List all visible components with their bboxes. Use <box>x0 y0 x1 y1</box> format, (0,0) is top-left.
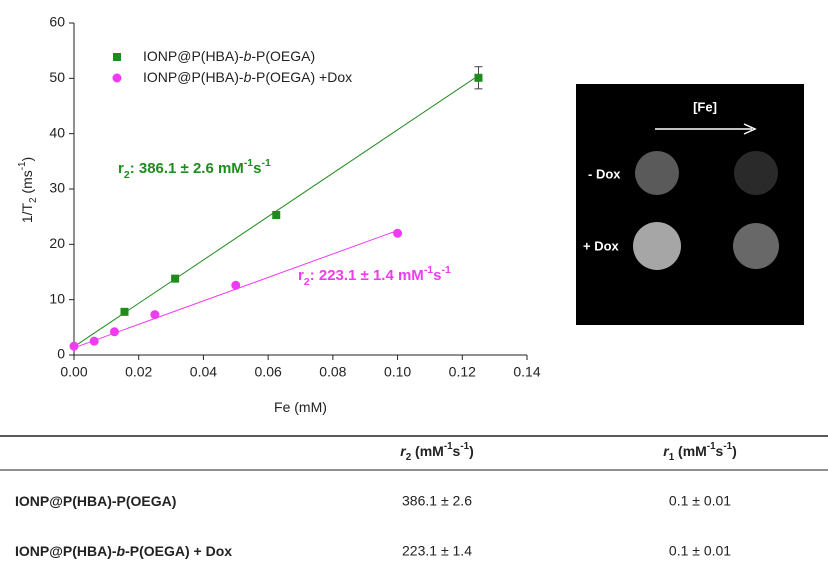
mri-image <box>576 84 804 325</box>
x-tick-label: 0.08 <box>319 364 346 380</box>
row-label: - Dox <box>588 166 621 181</box>
text-part: s <box>253 160 261 177</box>
text-part: ) <box>19 157 35 162</box>
point <box>120 308 128 316</box>
table-cell: 0.1 ± 0.01 <box>669 493 731 509</box>
text-part: : 223.1 ± 1.4 mM <box>310 267 424 284</box>
legend-marker <box>113 53 121 61</box>
y-tick-label: 10 <box>49 290 65 306</box>
text-part: s <box>453 443 461 459</box>
point <box>70 342 79 351</box>
text-part: (mM <box>674 443 707 459</box>
text-part: (mM <box>411 443 444 459</box>
text-part: s <box>433 267 441 284</box>
text-part: -1 <box>442 264 451 276</box>
rich-text: Fe (mM) <box>274 399 327 415</box>
text-part: (ms <box>19 170 35 197</box>
x-tick-label: 0.14 <box>513 364 540 380</box>
rich-text: IONP@P(HBA)-b-P(OEGA) <box>143 48 315 64</box>
text-part: -P(OEGA) + Dox <box>125 543 232 559</box>
point <box>474 74 482 82</box>
legend-marker <box>113 74 122 83</box>
arrow-label: [Fe] <box>693 99 717 114</box>
table-cell: 386.1 ± 2.6 <box>402 493 472 509</box>
rich-text: IONP@P(HBA)-b-P(OEGA) + Dox <box>15 543 232 559</box>
page: [Fe] - Dox + Dox 0.00 0.02 0.04 0.06 0.08 0.1… <box>0 0 828 582</box>
phantom <box>733 223 779 269</box>
text-part: : 386.1 ± 2.6 mM <box>130 160 244 177</box>
text-part: Fe (mM) <box>274 399 327 415</box>
point <box>90 337 99 346</box>
point <box>110 327 119 336</box>
text-part: -P(OEGA) +Dox <box>251 69 352 85</box>
table-cell: 223.1 ± 1.4 <box>402 543 472 559</box>
text-part: IONP@P(HBA)- <box>143 48 244 64</box>
text-part: b <box>244 48 252 64</box>
point <box>171 275 179 283</box>
x-tick-label: 0.12 <box>449 364 476 380</box>
text-part: ) <box>732 443 737 459</box>
y-tick-label: 30 <box>49 180 65 196</box>
point <box>393 229 402 238</box>
y-tick-label: 20 <box>49 235 65 251</box>
x-tick-label: 0.00 <box>60 364 87 380</box>
x-tick-label: 0.06 <box>255 364 282 380</box>
phantom <box>633 222 681 270</box>
text-part: -1 <box>244 157 253 169</box>
point <box>231 281 240 290</box>
text-part: ) <box>469 443 474 459</box>
phantom <box>635 151 679 195</box>
text-part: IONP@P(HBA)-P(OEGA) <box>15 493 176 509</box>
point <box>150 310 159 319</box>
rich-text: IONP@P(HBA)-P(OEGA) <box>15 493 176 509</box>
text-part: -1 <box>262 157 271 169</box>
phantom <box>734 151 778 195</box>
figure: [Fe] - Dox + Dox 0.00 0.02 0.04 0.06 0.08 0.1… <box>0 0 828 582</box>
text-part: IONP@P(HBA)- <box>15 543 117 559</box>
text-part: s <box>716 443 724 459</box>
text-part: 1/T <box>19 202 35 223</box>
y-tick-label: 0 <box>57 346 65 362</box>
x-tick-label: 0.10 <box>384 364 411 380</box>
text-part: -1 <box>424 264 433 276</box>
y-tick-label: 60 <box>49 14 65 30</box>
text-part: IONP@P(HBA)- <box>143 69 244 85</box>
rich-text: IONP@P(HBA)-b-P(OEGA) +Dox <box>143 69 352 85</box>
text-part: b <box>244 69 252 85</box>
text-part: -P(OEGA) <box>251 48 315 64</box>
row-label: + Dox <box>583 238 620 253</box>
x-tick-label: 0.02 <box>125 364 152 380</box>
text-part: -1 <box>17 162 28 171</box>
y-tick-label: 50 <box>49 69 65 85</box>
table-cell: 0.1 ± 0.01 <box>669 543 731 559</box>
x-tick-label: 0.04 <box>190 364 217 380</box>
y-tick-label: 40 <box>49 124 65 140</box>
point <box>272 211 280 219</box>
